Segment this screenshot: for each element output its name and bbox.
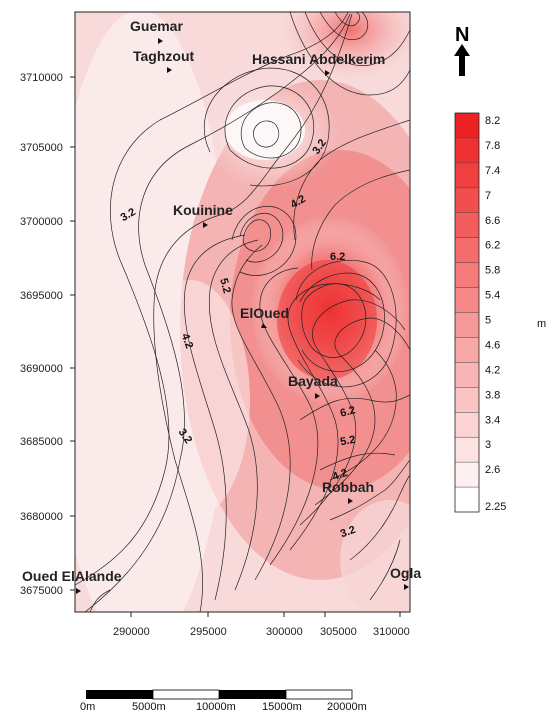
contour-labels: 3.2 4.2 3.2 5.2 6.2 4.2 3.2 6.2 5.2 4.2 … [119,137,358,540]
x-tick-label: 300000 [266,626,303,638]
legend-swatch [455,362,479,388]
legend-swatch [455,237,479,264]
legend-label: 3.8 [485,389,500,401]
legend-swatch [455,337,479,363]
x-tick-label: 305000 [320,626,357,638]
legend-swatch [455,437,479,463]
legend-label: 3 [485,439,491,451]
legend-label: 7.4 [485,165,500,177]
legend-swatch [455,262,479,289]
legend-label: 4.2 [485,364,500,376]
place-label-bayada: Bayada [288,373,338,389]
place-marker [261,323,267,328]
place-label-hassani-abdelkerim: Hassani Abdelkerim [252,51,385,67]
place-marker [158,38,163,44]
contour-label: 6.2 [330,251,345,263]
scale-label: 10000m [196,701,236,713]
place-label-eloued: ElOued [240,305,289,321]
y-tick-label: 3695000 [20,290,63,302]
map-frame [74,11,411,613]
color-legend: 8.2 7.8 7.4 7 6.6 6.2 5.8 5.4 5 4.6 4.2 3.8 3.4 3 2.6 2… [454,112,546,513]
contour-label: 5.2 [339,434,356,448]
place-marker [348,498,353,504]
place-markers [76,38,409,594]
scale-bar: 0m 5000m 10000m 15000m 20000m [80,689,367,713]
place-marker [76,588,81,594]
place-marker [325,70,330,76]
x-tick-label: 310000 [373,626,410,638]
contour-label: 5.2 [217,277,233,295]
y-tick-label: 3700000 [20,216,63,228]
legend-label: 3.4 [485,414,500,426]
legend-label: 5.4 [485,290,500,302]
y-tick-label: 3685000 [20,436,63,448]
y-tick-label: 3690000 [20,363,63,375]
y-tick-label: 3710000 [20,72,63,84]
legend-swatch [455,412,479,438]
legend-side-mark: m [537,318,546,330]
legend-swatch [455,462,479,488]
legend-swatch [455,487,479,513]
legend-swatch [455,162,479,189]
legend-label: 2.25 [485,501,506,513]
y-tick-label: 3680000 [20,511,63,523]
north-arrow-icon [454,44,470,76]
legend-swatch [455,387,479,413]
legend-swatch [455,287,479,313]
legend-label: 6.6 [485,215,500,227]
scale-label: 0m [80,701,95,713]
legend-label: 2.6 [485,464,500,476]
legend-label: 6.2 [485,240,500,252]
legend-swatch [455,137,479,164]
legend-swatch [455,113,479,139]
place-marker [203,222,208,228]
legend-label: 5 [485,315,491,327]
legend-swatch [455,312,479,338]
contour-label: 3.2 [339,524,357,541]
x-tick-label: 295000 [190,626,227,638]
place-marker [404,584,409,590]
scale-label: 5000m [132,701,166,713]
map-field [75,12,410,612]
north-label: N [455,24,469,46]
legend-swatch [455,187,479,214]
legend-label: 7 [485,190,491,202]
scale-label: 20000m [327,701,367,713]
contour-label: 4.2 [179,332,196,350]
place-marker [167,67,172,73]
legend-label: 7.8 [485,140,500,152]
scale-label: 15000m [262,701,302,713]
contour-label: 6.2 [339,404,357,420]
place-names: Guemar Taghzout Hassani Abdelkerim Kouin… [22,18,421,584]
contour-lines [75,12,410,612]
place-marker [315,393,320,399]
x-tick-label: 290000 [113,626,150,638]
place-label-oued-elalande: Oued ElAlande [22,568,122,584]
legend-swatch [455,212,479,239]
contour-label: 4.2 [331,467,349,484]
x-axis: 290000 295000 300000 305000 310000 [113,612,410,638]
place-label-ogla: Ogla [390,565,421,581]
y-axis: 3710000 3705000 3700000 3695000 3690000 … [20,72,75,597]
place-label-taghzout: Taghzout [133,48,195,64]
north-arrow: N [454,24,470,76]
y-tick-label: 3705000 [20,142,63,154]
place-label-kouinine: Kouinine [173,202,233,218]
legend-label: 8.2 [485,115,500,127]
place-label-robbah: Robbah [322,479,374,495]
place-label-guemar: Guemar [130,18,183,34]
legend-label: 4.6 [485,339,500,351]
y-tick-label: 3675000 [20,585,63,597]
legend-label: 5.8 [485,265,500,277]
